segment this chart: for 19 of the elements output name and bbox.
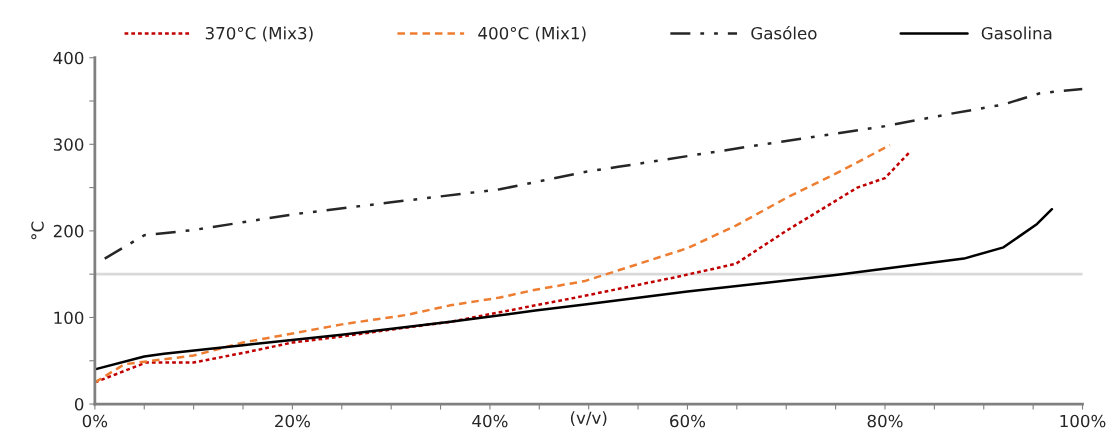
y-axis-title: °C [31,221,44,240]
x-tick-label: 0% [82,414,108,428]
y-tick-label: 200 [53,224,84,238]
y-tick-label: 0 [74,398,84,411]
line-series [94,207,1054,371]
legend-label: Gasolina [981,26,1052,40]
legend-label: 370°C (Mix3) [205,26,313,42]
legend-label: Gasóleo [751,25,817,40]
x-tick-label: 20% [275,414,310,428]
y-tick-label: 300 [53,138,84,151]
x-tick-label: 100% [1060,414,1106,428]
x-tick-label: 60% [670,414,706,428]
x-tick-label: 80% [867,414,903,428]
y-tick-label: 100 [54,311,84,325]
y-tick-label: 400 [53,51,84,65]
x-axis-title: (v/v) [570,411,607,426]
line-series [103,87,1083,260]
x-tick-label: 40% [472,414,508,428]
legend-label: 400°C (Mix1) [478,26,586,42]
